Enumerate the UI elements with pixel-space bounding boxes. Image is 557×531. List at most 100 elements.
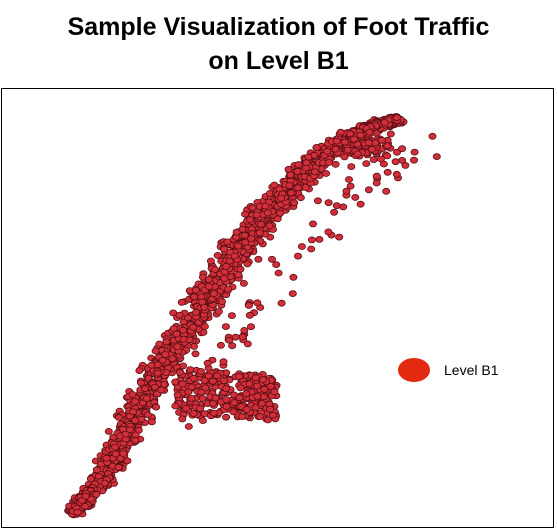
scatter-point [273, 215, 282, 223]
scatter-point [344, 176, 353, 183]
scatter-point [187, 383, 196, 391]
scatter-point [301, 184, 310, 191]
scatter-point [136, 379, 145, 387]
scatter-point [372, 179, 381, 187]
scatter-point [121, 430, 130, 438]
scatter-point [242, 390, 251, 398]
scatter-point [432, 153, 441, 160]
scatter-point [73, 508, 82, 516]
scatter-point [235, 394, 244, 402]
scatter-point [313, 197, 322, 205]
scatter-point [347, 163, 356, 170]
scatter-point [184, 423, 193, 430]
scatter-point [346, 182, 355, 190]
scatter-point [252, 211, 261, 219]
scatter-point [263, 416, 272, 424]
scatter-point [310, 168, 319, 176]
scatter-point [290, 199, 299, 207]
scatter-point [398, 157, 407, 164]
scatter-plot [64, 113, 441, 519]
scatter-point [204, 276, 213, 284]
chart-title: Sample Visualization of Foot Traffic on … [0, 10, 557, 78]
scatter-point [234, 271, 243, 279]
scatter-point [340, 138, 349, 146]
scatter-point [175, 368, 184, 376]
scatter-point [293, 167, 302, 175]
scatter-point [330, 208, 339, 216]
scatter-point [294, 161, 303, 168]
scatter-point [263, 209, 272, 217]
scatter-point [382, 187, 391, 195]
scatter-point [258, 399, 267, 407]
scatter-point [331, 145, 340, 153]
scatter-point [175, 311, 184, 319]
scatter-point [131, 397, 140, 405]
scatter-point [179, 326, 188, 334]
scatter-point [260, 385, 269, 393]
scatter-point [214, 308, 223, 315]
scatter-point [212, 372, 221, 380]
scatter-point [152, 403, 161, 411]
scatter-point [177, 298, 186, 306]
scatter-point [236, 384, 245, 392]
scatter-point [161, 350, 170, 358]
scatter-point [236, 265, 245, 273]
scatter-point [158, 356, 167, 364]
scatter-point [268, 411, 277, 419]
scatter-point [285, 182, 294, 189]
scatter-point [171, 378, 180, 386]
scatter-point [392, 170, 401, 178]
scatter-point [119, 450, 128, 457]
plot-area: Level B1 [1, 88, 554, 528]
scatter-point [196, 367, 205, 375]
scatter-point [147, 418, 156, 426]
scatter-point [362, 160, 371, 167]
scatter-point [307, 245, 316, 253]
scatter-point [219, 358, 228, 366]
scatter-point [349, 135, 358, 143]
scatter-point [376, 155, 385, 163]
scatter-point [92, 490, 101, 498]
scatter-point [209, 399, 218, 407]
scatter-point [162, 338, 171, 346]
scatter-point [225, 336, 234, 344]
scatter-point [222, 413, 231, 421]
scatter-point [383, 142, 392, 150]
legend-label: Level B1 [444, 362, 499, 378]
scatter-point [86, 475, 95, 483]
scatter-point [111, 443, 120, 451]
scatter-point [253, 392, 262, 400]
scatter-point [335, 233, 344, 241]
scatter-point [157, 386, 166, 394]
scatter-point [302, 159, 311, 167]
scatter-point [377, 136, 386, 144]
scatter-point [356, 131, 365, 139]
scatter-point [224, 285, 233, 293]
scatter-point [114, 463, 123, 471]
scatter-point [254, 255, 263, 263]
scatter-point [102, 454, 111, 462]
scatter-point [210, 266, 219, 273]
scatter-point [178, 380, 187, 388]
scatter-point [234, 242, 243, 250]
scatter-point [343, 146, 352, 154]
scatter-point [288, 290, 297, 298]
scatter-point [289, 273, 298, 281]
scatter-point [410, 148, 419, 156]
scatter-point [173, 391, 182, 399]
scatter-point [244, 302, 253, 309]
scatter-point [284, 165, 293, 173]
scatter-point [150, 383, 159, 391]
scatter-point [241, 210, 250, 218]
scatter-point [128, 391, 137, 398]
scatter-point [251, 404, 260, 412]
scatter-point [197, 388, 206, 396]
scatter-point [246, 216, 255, 224]
scatter-point [304, 153, 313, 161]
scatter-point [246, 323, 255, 331]
scatter-point [332, 202, 341, 210]
scatter-point [364, 186, 373, 194]
legend: Level B1 [398, 357, 498, 383]
scatter-point [191, 308, 200, 316]
scatter-point [365, 128, 374, 136]
